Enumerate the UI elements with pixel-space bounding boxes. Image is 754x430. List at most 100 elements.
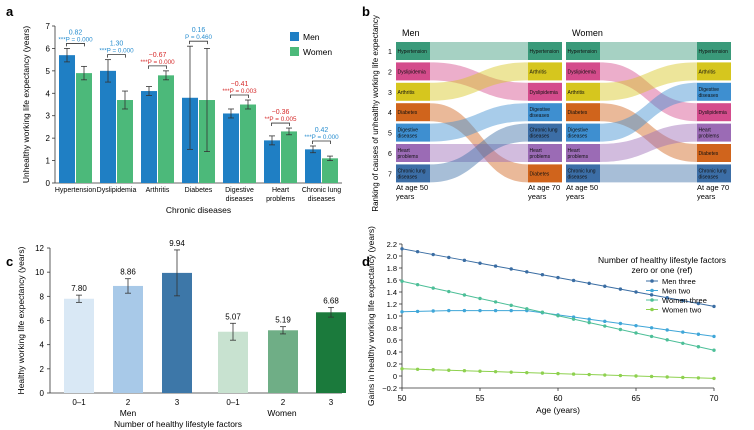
y-tick-label: 10 bbox=[35, 268, 44, 277]
data-point bbox=[525, 370, 529, 375]
data-point bbox=[649, 293, 654, 297]
data-point bbox=[478, 296, 482, 301]
cause-label: diseases bbox=[568, 134, 588, 140]
difference-label: 0.16 bbox=[192, 27, 206, 34]
rank-number: 1 bbox=[388, 49, 392, 56]
data-point bbox=[649, 334, 654, 339]
data-point bbox=[462, 308, 467, 313]
cause-label: Chronic lung bbox=[568, 168, 596, 174]
difference-label: 0.82 bbox=[69, 29, 83, 36]
data-label: 9.94 bbox=[169, 239, 185, 248]
panel-c: c 0 2 4 6 8 10 12 Healthy working life expectanc… bbox=[6, 239, 346, 429]
flow-band bbox=[430, 103, 528, 183]
cause-box bbox=[528, 123, 562, 142]
flow-band bbox=[600, 62, 697, 122]
bar-women bbox=[240, 104, 256, 183]
group-label: Men bbox=[120, 408, 137, 418]
data-point bbox=[556, 314, 560, 318]
data-point bbox=[415, 309, 420, 314]
chart-title: zero or one (ref) bbox=[632, 265, 693, 275]
cause-box bbox=[566, 82, 600, 101]
data-point bbox=[447, 368, 451, 372]
panel-letter: d bbox=[362, 254, 370, 269]
y-tick-label: 0.8 bbox=[387, 324, 397, 333]
cause-label: Digestive bbox=[699, 87, 720, 93]
y-tick-label: 6 bbox=[40, 317, 45, 326]
cause-box bbox=[396, 144, 430, 162]
y-tick-label: −0.2 bbox=[382, 384, 397, 393]
cause-box bbox=[528, 144, 562, 162]
cause-label: Diabetes bbox=[568, 110, 588, 116]
bar-women bbox=[158, 75, 174, 183]
cause-label: diseases bbox=[568, 174, 588, 180]
right-time-label: At age 70 bbox=[528, 183, 560, 192]
data-point bbox=[571, 278, 576, 283]
cause-label: Hypertension bbox=[568, 49, 598, 55]
data-point bbox=[634, 374, 638, 378]
cause-box bbox=[396, 123, 430, 142]
cause-box bbox=[697, 123, 731, 142]
data-point bbox=[478, 308, 482, 313]
cause-box bbox=[697, 164, 731, 183]
cause-label: Dyslipidemia bbox=[530, 90, 559, 96]
data-point bbox=[618, 287, 623, 291]
legend-label: Women bbox=[303, 47, 332, 57]
data-point bbox=[603, 319, 607, 324]
y-tick-label: 2.2 bbox=[387, 240, 397, 249]
data-point bbox=[509, 267, 513, 271]
y-tick-label: 4 bbox=[46, 89, 51, 98]
x-tick-label: Heart bbox=[272, 187, 289, 194]
data-point bbox=[447, 289, 451, 294]
data-point bbox=[478, 369, 482, 373]
data-point bbox=[415, 367, 420, 371]
legend-label: Women two bbox=[662, 306, 701, 315]
data-label: 5.07 bbox=[225, 312, 241, 321]
rank-number: 2 bbox=[388, 69, 392, 76]
legend-swatch bbox=[290, 47, 299, 56]
data-point bbox=[665, 296, 669, 300]
data-point bbox=[696, 332, 701, 336]
significance-bracket bbox=[107, 54, 126, 58]
p-value-label: ***P = 0.000 bbox=[99, 48, 134, 55]
bar-men bbox=[223, 113, 239, 183]
cause-label: Arthritis bbox=[568, 90, 585, 96]
y-tick-label: 0.2 bbox=[387, 360, 397, 369]
y-tick-label: 5 bbox=[46, 67, 51, 76]
data-point bbox=[712, 304, 716, 309]
data-point bbox=[556, 371, 560, 376]
flow-band bbox=[430, 62, 528, 101]
cause-box bbox=[697, 82, 731, 101]
x-tick-label: 55 bbox=[476, 394, 485, 403]
data-point bbox=[540, 273, 545, 277]
y-tick-label: 1.8 bbox=[387, 264, 397, 273]
cause-box bbox=[697, 144, 731, 162]
cause-label: Digestive bbox=[568, 128, 589, 134]
data-point bbox=[540, 371, 545, 375]
x-tick-label: 2 bbox=[126, 398, 131, 407]
flow-band bbox=[600, 164, 697, 183]
cause-box bbox=[566, 103, 600, 122]
data-point bbox=[587, 317, 591, 321]
cause-label: diseases bbox=[398, 134, 418, 140]
y-tick-label: 1 bbox=[46, 157, 51, 166]
bar-women bbox=[322, 158, 338, 183]
legend-swatch bbox=[290, 32, 299, 41]
y-tick-label: 2 bbox=[46, 134, 51, 143]
y-axis-label: Healthy working life expectancy (years) bbox=[16, 246, 26, 394]
y-tick-label: 0 bbox=[46, 179, 51, 188]
x-tick-label: 50 bbox=[398, 394, 407, 403]
cause-label: problems bbox=[530, 154, 551, 160]
cause-box bbox=[528, 82, 562, 101]
cause-label: diseases bbox=[398, 174, 418, 180]
cause-label: Diabetes bbox=[530, 171, 550, 177]
data-label: 8.86 bbox=[120, 268, 136, 277]
data-point bbox=[462, 258, 467, 263]
group-title: Men bbox=[402, 28, 420, 38]
cause-label: Arthritis bbox=[530, 69, 547, 75]
cause-label: Arthritis bbox=[699, 69, 716, 75]
bar bbox=[64, 298, 94, 393]
y-tick-label: 1.0 bbox=[387, 312, 397, 321]
y-tick-label: 1.2 bbox=[387, 300, 397, 309]
data-point bbox=[681, 330, 685, 334]
difference-label: −0.36 bbox=[272, 109, 290, 116]
